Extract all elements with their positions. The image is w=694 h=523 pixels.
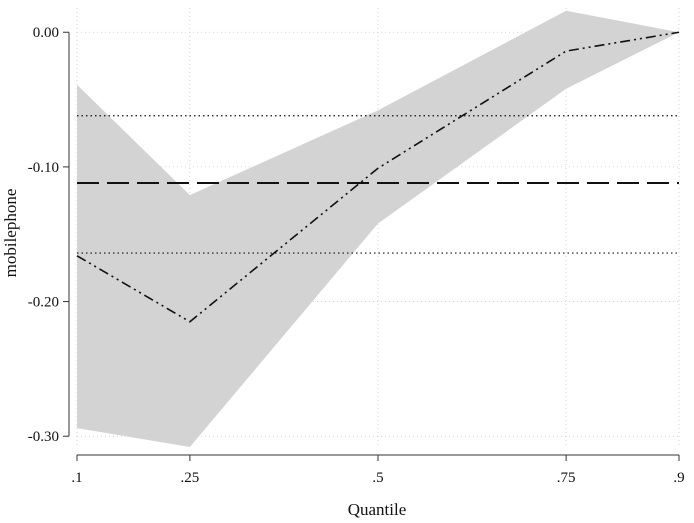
confidence-band xyxy=(77,10,679,448)
y-tick-label: -0.30 xyxy=(28,429,59,445)
x-axis-ticks: .1 .25 .5 .75 .9 xyxy=(71,455,685,486)
x-tick-label: .9 xyxy=(673,470,684,486)
y-tick-label: 0.00 xyxy=(33,25,59,41)
y-axis-title: mobilephone xyxy=(1,189,20,278)
y-axis-ticks: 0.00 -0.10 -0.20 -0.30 xyxy=(28,25,69,445)
x-tick-label: .25 xyxy=(181,470,200,486)
y-tick-label: -0.10 xyxy=(28,160,59,176)
x-tick-label: .5 xyxy=(372,470,383,486)
x-tick-label: .1 xyxy=(71,470,82,486)
y-tick-label: -0.20 xyxy=(28,295,59,311)
x-tick-label: .75 xyxy=(557,470,576,486)
x-axis-title: Quantile xyxy=(348,500,407,519)
coefficient-line xyxy=(76,31,680,323)
reference-lines xyxy=(77,115,679,254)
